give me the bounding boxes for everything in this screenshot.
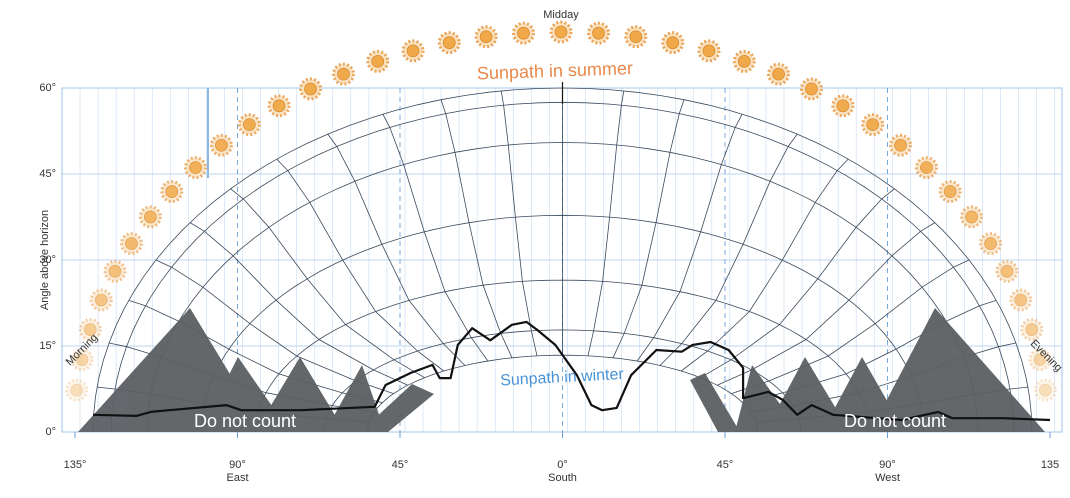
hour-line <box>327 133 466 366</box>
hour-line <box>382 114 489 362</box>
sun <box>125 237 138 250</box>
y-tick-label: 30° <box>39 254 56 266</box>
mountain <box>325 365 385 432</box>
hour-line <box>587 90 625 356</box>
x-tick-label: 45° <box>717 459 734 471</box>
x-tick-label: 135 <box>1041 459 1059 471</box>
hour-line <box>230 188 425 379</box>
sun-icons <box>65 20 1057 402</box>
sun-rays <box>1020 318 1044 342</box>
sun-rays <box>1033 378 1057 402</box>
mountain <box>360 384 434 432</box>
sun <box>371 55 385 68</box>
sun-rays <box>70 348 94 372</box>
hour-line <box>636 114 743 362</box>
sun <box>1038 383 1052 397</box>
sun <box>189 161 202 175</box>
hour-line <box>276 158 445 372</box>
sun <box>866 118 880 132</box>
sun <box>70 383 84 397</box>
hour-line <box>700 188 895 379</box>
sun <box>94 293 108 307</box>
sun-rays <box>65 378 89 402</box>
sun <box>737 55 751 68</box>
hour-line <box>189 222 408 386</box>
y-tick-label: 60° <box>39 82 56 94</box>
sun <box>108 264 122 278</box>
horizon-line <box>93 320 1051 422</box>
sun <box>442 36 456 50</box>
sun <box>83 323 97 336</box>
sun <box>554 25 568 39</box>
plot <box>93 320 1051 422</box>
sun <box>943 185 957 198</box>
hour-line <box>659 133 798 366</box>
sun <box>1033 353 1047 367</box>
sun <box>629 30 643 44</box>
excluded-label: Do not count <box>194 411 296 431</box>
x-tick-label: 135° <box>64 459 87 471</box>
hour-line <box>742 300 997 403</box>
x-tick-label: 90° <box>229 459 246 471</box>
mountain <box>690 373 740 432</box>
mountain <box>255 357 345 432</box>
sun <box>1000 264 1014 278</box>
sun <box>772 67 785 81</box>
sun <box>592 26 605 40</box>
y-axis-label: Angle above horizon <box>39 210 51 310</box>
sun-rays <box>78 318 102 342</box>
mountain <box>870 308 1045 432</box>
sun <box>517 26 530 40</box>
hour-line <box>128 300 383 403</box>
hour-line <box>500 90 538 356</box>
sun <box>894 138 907 152</box>
sun <box>805 82 818 96</box>
sunpath-grid <box>92 82 1033 433</box>
sun <box>272 99 286 113</box>
y-tick-label: 0° <box>45 426 56 438</box>
excluded-label: Do not count <box>844 411 946 431</box>
midday-label: Midday <box>543 9 579 21</box>
sun <box>920 161 933 175</box>
x-tick-label: 90° <box>879 459 896 471</box>
sun <box>702 44 716 58</box>
sun <box>666 36 680 50</box>
sun <box>406 44 420 58</box>
x-tick-label: 0° <box>557 459 568 471</box>
x-direction-label: East <box>226 472 248 484</box>
x-direction-label: West <box>875 472 900 484</box>
y-tick-label: 15° <box>39 340 56 352</box>
sun <box>165 185 179 198</box>
hour-line <box>731 259 970 394</box>
sun <box>304 82 317 96</box>
hour-line <box>680 158 849 372</box>
y-tick-label: 45° <box>39 168 56 180</box>
summer-label: Sunpath in summer <box>477 58 634 83</box>
sun <box>143 210 157 224</box>
sun <box>337 67 350 81</box>
x-tick-label: 45° <box>392 459 409 471</box>
x-direction-label: South <box>548 472 577 484</box>
hour-line <box>440 99 513 358</box>
sun <box>479 30 493 44</box>
sun <box>836 99 850 113</box>
sun <box>75 353 89 367</box>
winter-label: Sunpath in winter <box>500 366 625 389</box>
sun <box>965 210 979 224</box>
sun-rays <box>1028 348 1052 372</box>
sun <box>1025 323 1039 336</box>
sun <box>984 237 997 250</box>
hour-line <box>612 99 685 358</box>
sun <box>215 138 228 152</box>
sun <box>1014 293 1028 307</box>
sun <box>242 118 256 132</box>
